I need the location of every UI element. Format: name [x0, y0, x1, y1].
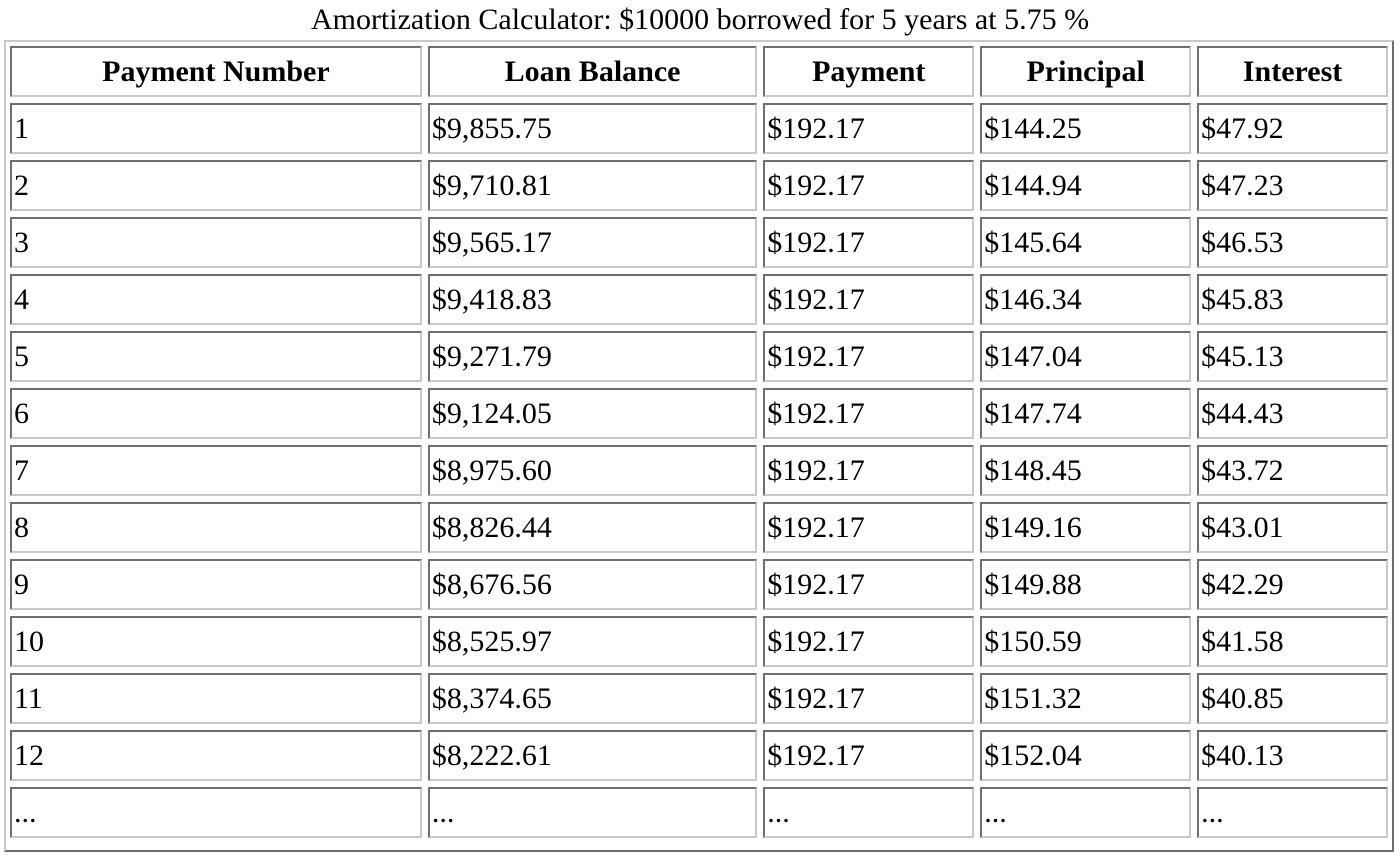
cell-loan-balance: $9,710.81 — [427, 160, 758, 211]
cell-principal: $149.16 — [980, 502, 1192, 553]
table-row: 4 $9,418.83 $192.17 $146.34 $45.83 — [10, 274, 1388, 325]
cell-principal: $149.88 — [980, 559, 1192, 610]
table-row: 1 $9,855.75 $192.17 $144.25 $47.92 — [10, 103, 1388, 154]
cell-interest: $40.85 — [1197, 673, 1388, 724]
cell-payment-number: 10 — [10, 616, 422, 667]
cell-payment: $192.17 — [763, 103, 975, 154]
cell-principal: $152.04 — [980, 730, 1192, 781]
table-row: 12 $8,222.61 $192.17 $152.04 $40.13 — [10, 730, 1388, 781]
header-payment-number: Payment Number — [10, 46, 422, 97]
cell-principal: $144.94 — [980, 160, 1192, 211]
cell-payment: $192.17 — [763, 445, 975, 496]
cell-interest: $47.92 — [1197, 103, 1388, 154]
header-principal: Principal — [980, 46, 1192, 97]
table-row: 10 $8,525.97 $192.17 $150.59 $41.58 — [10, 616, 1388, 667]
cell-payment-number: 11 — [10, 673, 422, 724]
cell-principal: $147.74 — [980, 388, 1192, 439]
header-row: Payment Number Loan Balance Payment Prin… — [10, 46, 1388, 97]
cell-loan-balance: $8,222.61 — [427, 730, 758, 781]
cell-interest: $40.13 — [1197, 730, 1388, 781]
cell-payment: $192.17 — [763, 673, 975, 724]
cell-payment-number: 12 — [10, 730, 422, 781]
cell-payment: $192.17 — [763, 388, 975, 439]
cell-principal: $145.64 — [980, 217, 1192, 268]
cell-interest: $45.13 — [1197, 331, 1388, 382]
table-row: 9 $8,676.56 $192.17 $149.88 $42.29 — [10, 559, 1388, 610]
cell-principal: $144.25 — [980, 103, 1192, 154]
table-row: 7 $8,975.60 $192.17 $148.45 $43.72 — [10, 445, 1388, 496]
cell-loan-balance: $9,855.75 — [427, 103, 758, 154]
cell-payment-number: 6 — [10, 388, 422, 439]
cell-payment-number: 7 — [10, 445, 422, 496]
cell-principal: $147.04 — [980, 331, 1192, 382]
cell-interest: $41.58 — [1197, 616, 1388, 667]
cell-payment-number: 2 — [10, 160, 422, 211]
table-row: 5 $9,271.79 $192.17 $147.04 $45.13 — [10, 331, 1388, 382]
cell-payment: ... — [763, 787, 975, 838]
cell-loan-balance: $9,124.05 — [427, 388, 758, 439]
cell-payment: $192.17 — [763, 331, 975, 382]
cell-loan-balance: ... — [427, 787, 758, 838]
table-row: 8 $8,826.44 $192.17 $149.16 $43.01 — [10, 502, 1388, 553]
cell-principal: $151.32 — [980, 673, 1192, 724]
header-payment: Payment — [763, 46, 975, 97]
table-body: 1 $9,855.75 $192.17 $144.25 $47.92 2 $9,… — [10, 103, 1388, 838]
cell-interest: $46.53 — [1197, 217, 1388, 268]
cell-loan-balance: $8,975.60 — [427, 445, 758, 496]
cell-payment: $192.17 — [763, 502, 975, 553]
cell-principal: $148.45 — [980, 445, 1192, 496]
cell-interest: $42.29 — [1197, 559, 1388, 610]
cell-loan-balance: $9,271.79 — [427, 331, 758, 382]
table-row: 11 $8,374.65 $192.17 $151.32 $40.85 — [10, 673, 1388, 724]
cell-payment-number: ... — [10, 787, 422, 838]
cell-loan-balance: $8,525.97 — [427, 616, 758, 667]
cell-payment: $192.17 — [763, 730, 975, 781]
cell-payment: $192.17 — [763, 274, 975, 325]
table-row: 3 $9,565.17 $192.17 $145.64 $46.53 — [10, 217, 1388, 268]
table-row: 6 $9,124.05 $192.17 $147.74 $44.43 — [10, 388, 1388, 439]
cell-interest: $43.72 — [1197, 445, 1388, 496]
cell-principal: $146.34 — [980, 274, 1192, 325]
cell-interest: $45.83 — [1197, 274, 1388, 325]
table-caption: Amortization Calculator: $10000 borrowed… — [310, 3, 1090, 36]
cell-payment-number: 3 — [10, 217, 422, 268]
cell-principal: $150.59 — [980, 616, 1192, 667]
cell-interest: $44.43 — [1197, 388, 1388, 439]
cell-payment: $192.17 — [763, 160, 975, 211]
table-row: 2 $9,710.81 $192.17 $144.94 $47.23 — [10, 160, 1388, 211]
header-interest: Interest — [1197, 46, 1388, 97]
amortization-table-frame: Payment Number Loan Balance Payment Prin… — [4, 40, 1394, 852]
cell-payment: $192.17 — [763, 559, 975, 610]
cell-payment: $192.17 — [763, 616, 975, 667]
cell-payment-number: 1 — [10, 103, 422, 154]
cell-payment-number: 5 — [10, 331, 422, 382]
cell-principal: ... — [980, 787, 1192, 838]
cell-payment-number: 9 — [10, 559, 422, 610]
table-row-ellipsis: ... ... ... ... ... — [10, 787, 1388, 838]
cell-payment: $192.17 — [763, 217, 975, 268]
cell-payment-number: 4 — [10, 274, 422, 325]
cell-interest: $47.23 — [1197, 160, 1388, 211]
cell-loan-balance: $8,826.44 — [427, 502, 758, 553]
amortization-table: Payment Number Loan Balance Payment Prin… — [4, 40, 1394, 844]
cell-interest: ... — [1197, 787, 1388, 838]
cell-payment-number: 8 — [10, 502, 422, 553]
header-loan-balance: Loan Balance — [427, 46, 758, 97]
cell-loan-balance: $8,374.65 — [427, 673, 758, 724]
cell-loan-balance: $8,676.56 — [427, 559, 758, 610]
cell-loan-balance: $9,565.17 — [427, 217, 758, 268]
cell-loan-balance: $9,418.83 — [427, 274, 758, 325]
cell-interest: $43.01 — [1197, 502, 1388, 553]
